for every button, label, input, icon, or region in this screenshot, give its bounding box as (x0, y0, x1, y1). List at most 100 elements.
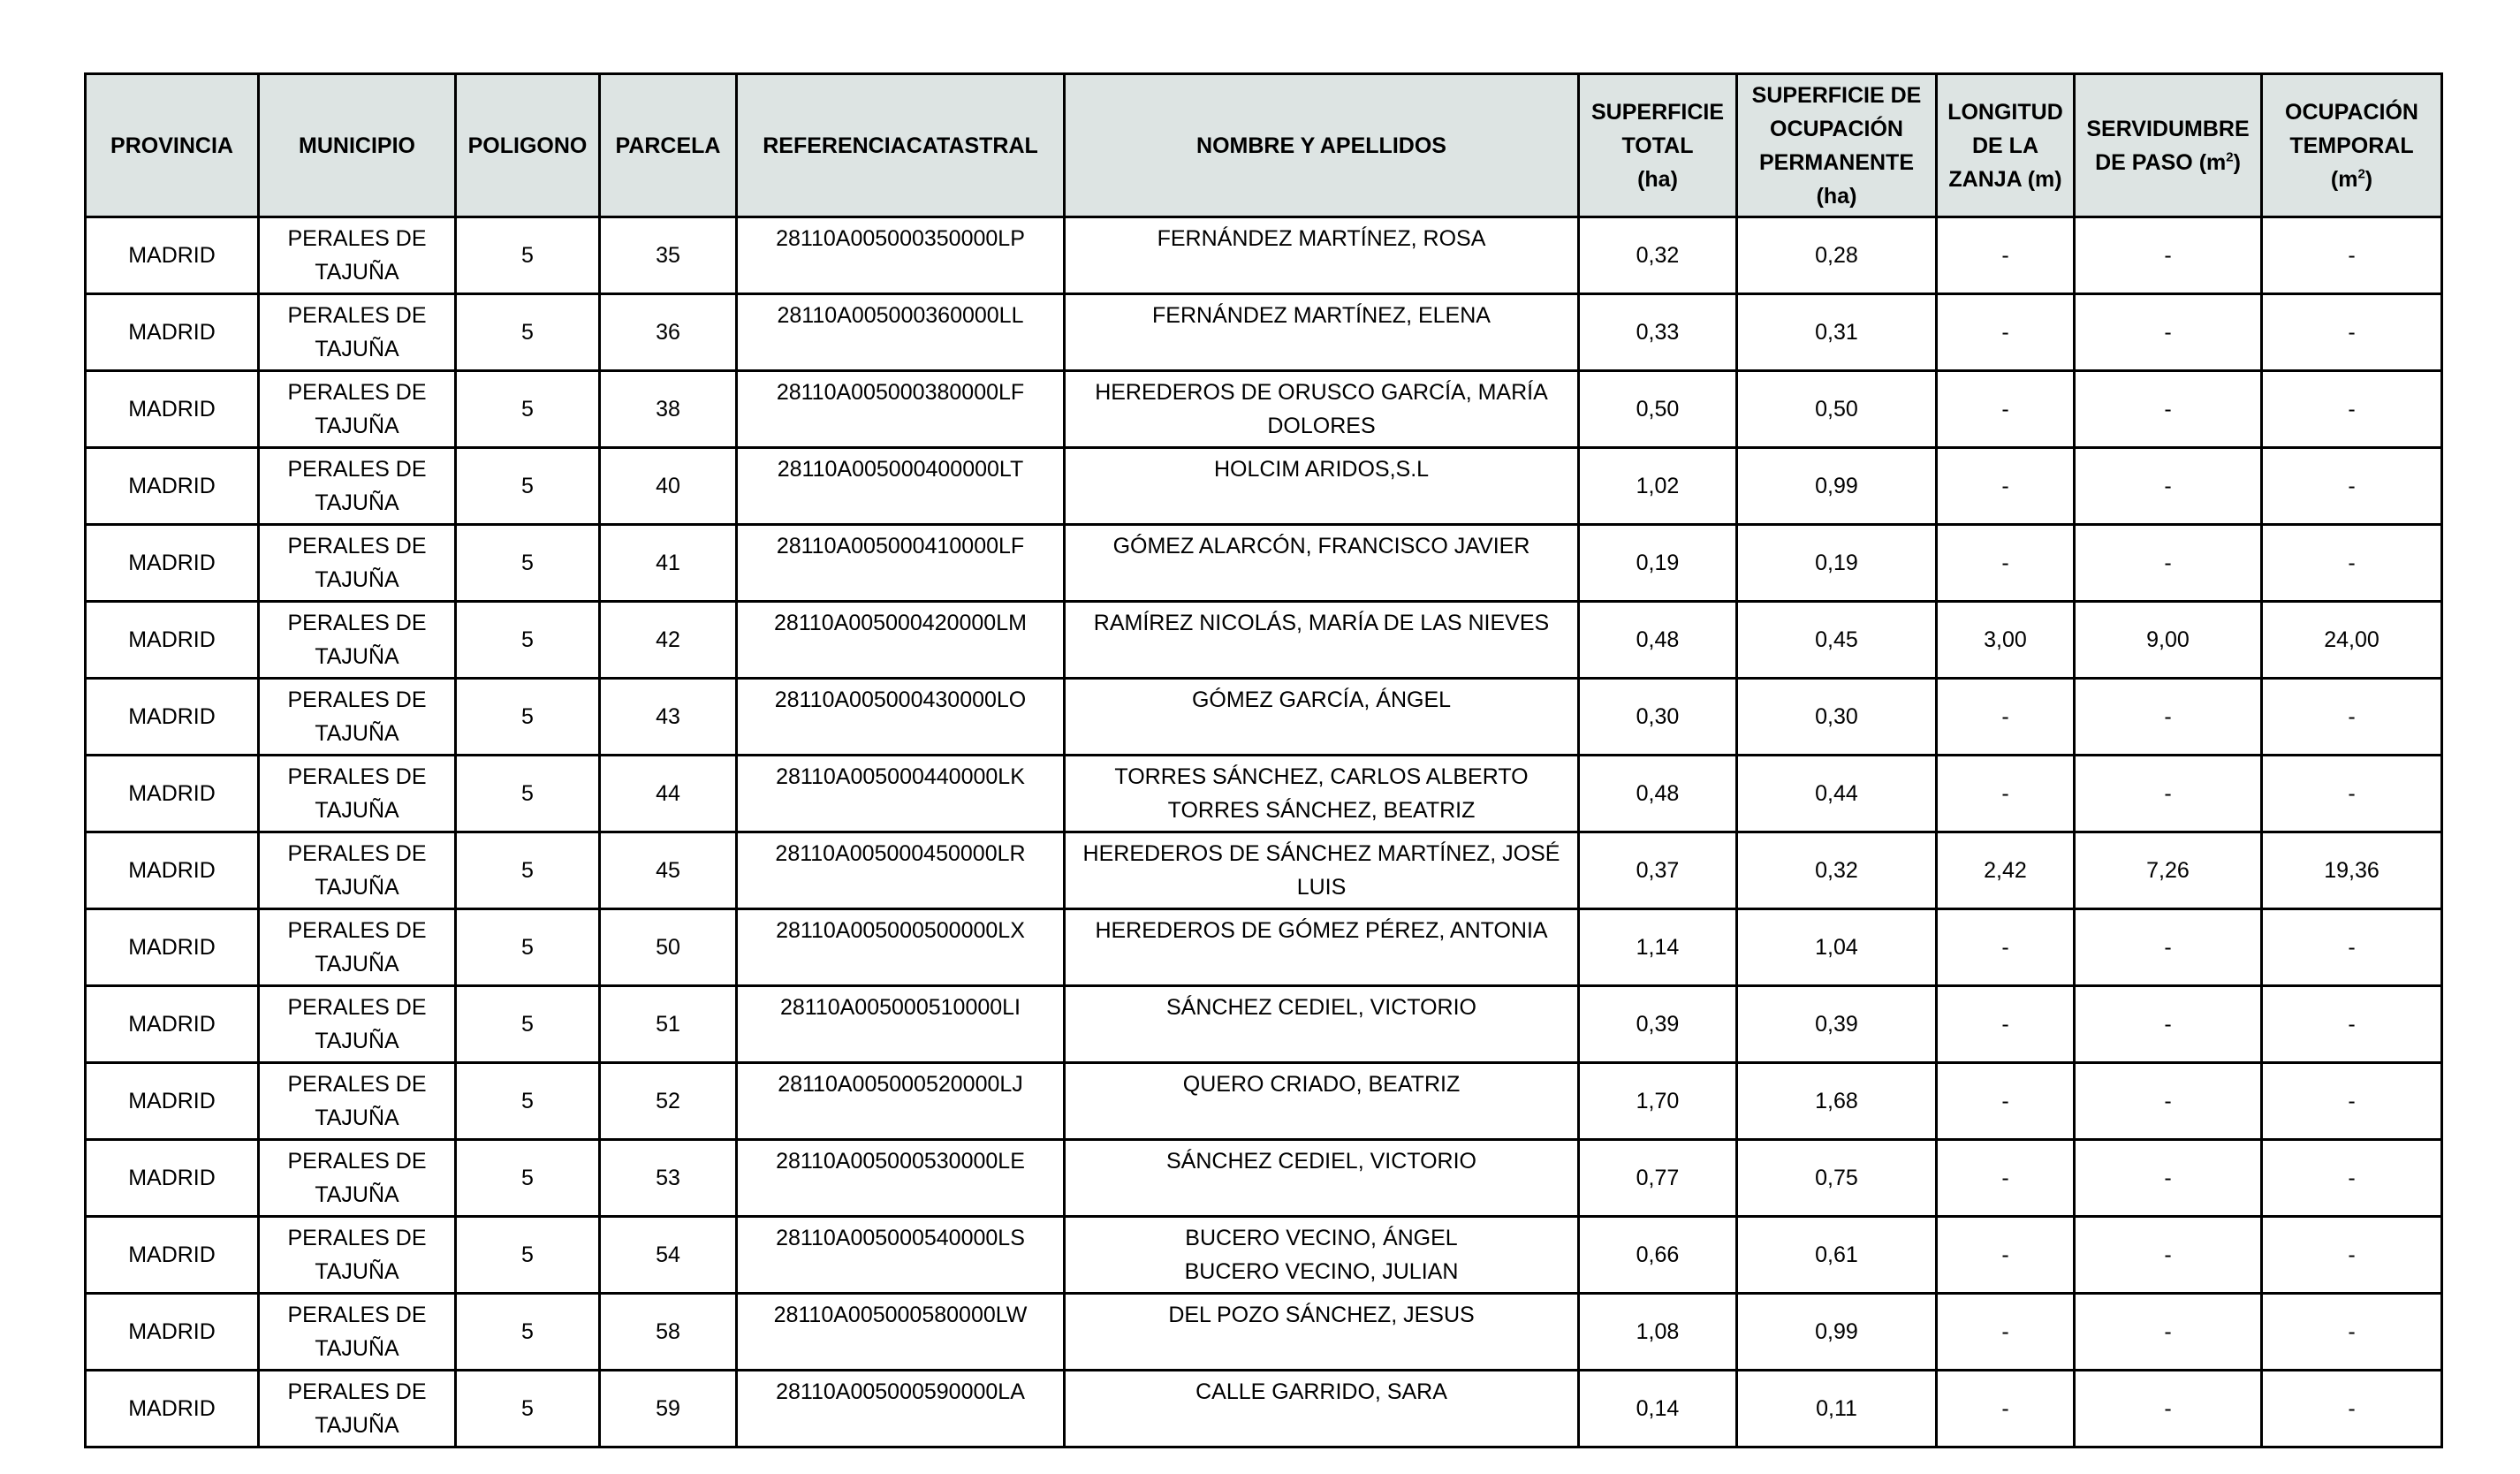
cell-referencia-catastral: 28110A005000590000LA (735, 1369, 1066, 1448)
table-row: MADRID PERALES DE TAJUÑA 5 41 28110A00500041… (84, 523, 2443, 603)
header-row: PROVINCIA MUNICIPIO POLIGONO PARCELA REFEREN… (84, 72, 2443, 218)
superscript: 2 (2226, 149, 2234, 165)
cell-servidumbre-paso: - (2073, 1369, 2263, 1448)
cell-poligono: 5 (454, 446, 601, 526)
cell-provincia: MADRID (84, 1138, 260, 1218)
header-referencia-catastral: REFERENCIACATASTRAL (735, 72, 1066, 218)
cell-parcela: 52 (598, 1061, 738, 1141)
cell-longitud-zanja: - (1935, 523, 2076, 603)
cell-parcela: 43 (598, 677, 738, 756)
table-row: MADRID PERALES DE TAJUÑA 5 52 28110A00500052… (84, 1061, 2443, 1141)
cell-longitud-zanja: - (1935, 984, 2076, 1064)
header-servidumbre-paso: SERVIDUMBRE DE PASO (m2) (2073, 72, 2263, 218)
cell-servidumbre-paso: 9,00 (2073, 600, 2263, 680)
cell-poligono: 5 (454, 369, 601, 449)
cell-servidumbre-paso: - (2073, 1061, 2263, 1141)
cell-servidumbre-paso: - (2073, 369, 2263, 449)
cell-referencia-catastral: 28110A005000530000LE (735, 1138, 1066, 1218)
cell-longitud-zanja: 2,42 (1935, 831, 2076, 910)
cell-provincia: MADRID (84, 369, 260, 449)
cell-superficie-ocupacion-permanente: 0,44 (1735, 754, 1938, 833)
cell-longitud-zanja: - (1935, 446, 2076, 526)
cell-nombre-apellidos: HEREDEROS DE ORUSCO GARCÍA, MARÍA DOLORE… (1063, 369, 1580, 449)
cell-superficie-ocupacion-permanente: 0,32 (1735, 831, 1938, 910)
cell-municipio: PERALES DE TAJUÑA (257, 1369, 457, 1448)
cell-superficie-total: 1,70 (1577, 1061, 1738, 1141)
cell-provincia: MADRID (84, 446, 260, 526)
cell-servidumbre-paso: - (2073, 754, 2263, 833)
header-superficie-ocupacion-permanente: SUPERFICIE DE OCUPACIÓN PERMANENTE (ha) (1735, 72, 1938, 218)
cell-longitud-zanja: 3,00 (1935, 600, 2076, 680)
table-row: MADRID PERALES DE TAJUÑA 5 45 28110A00500045… (84, 831, 2443, 910)
cell-ocupacion-temporal: - (2260, 293, 2443, 372)
cell-ocupacion-temporal: - (2260, 523, 2443, 603)
cell-ocupacion-temporal: - (2260, 1061, 2443, 1141)
cell-superficie-ocupacion-permanente: 0,31 (1735, 293, 1938, 372)
cell-longitud-zanja: - (1935, 369, 2076, 449)
cell-municipio: PERALES DE TAJUÑA (257, 831, 457, 910)
cell-poligono: 5 (454, 831, 601, 910)
cell-municipio: PERALES DE TAJUÑA (257, 908, 457, 987)
cell-ocupacion-temporal: - (2260, 369, 2443, 449)
cell-nombre-apellidos: FERNÁNDEZ MARTÍNEZ, ELENA (1063, 293, 1580, 372)
cell-parcela: 54 (598, 1215, 738, 1295)
cell-superficie-ocupacion-permanente: 1,68 (1735, 1061, 1938, 1141)
cell-servidumbre-paso: - (2073, 446, 2263, 526)
cell-superficie-total: 0,39 (1577, 984, 1738, 1064)
cell-municipio: PERALES DE TAJUÑA (257, 216, 457, 295)
cell-poligono: 5 (454, 1369, 601, 1448)
table-row: MADRID PERALES DE TAJUÑA 5 59 28110A00500059… (84, 1369, 2443, 1448)
table-row: MADRID PERALES DE TAJUÑA 5 38 28110A00500038… (84, 369, 2443, 449)
cell-poligono: 5 (454, 600, 601, 680)
cell-nombre-apellidos: DEL POZO SÁNCHEZ, JESUS (1063, 1292, 1580, 1371)
cell-ocupacion-temporal: - (2260, 1292, 2443, 1371)
cell-superficie-ocupacion-permanente: 1,04 (1735, 908, 1938, 987)
cell-provincia: MADRID (84, 1369, 260, 1448)
cell-municipio: PERALES DE TAJUÑA (257, 1215, 457, 1295)
cell-superficie-ocupacion-permanente: 0,11 (1735, 1369, 1938, 1448)
header-label: REFERENCIACATASTRAL (763, 133, 1038, 158)
cell-superficie-ocupacion-permanente: 0,39 (1735, 984, 1938, 1064)
cell-ocupacion-temporal: 19,36 (2260, 831, 2443, 910)
cell-poligono: 5 (454, 677, 601, 756)
cell-superficie-total: 1,08 (1577, 1292, 1738, 1371)
cell-ocupacion-temporal: - (2260, 446, 2443, 526)
header-label: SUPERFICIE DE OCUPACIÓN PERMANENTE (ha) (1751, 82, 1922, 209)
cell-servidumbre-paso: - (2073, 1215, 2263, 1295)
cell-referencia-catastral: 28110A005000350000LP (735, 216, 1066, 295)
cell-nombre-apellidos: HEREDEROS DE SÁNCHEZ MARTÍNEZ, JOSÉ LUIS (1063, 831, 1580, 910)
cell-municipio: PERALES DE TAJUÑA (257, 1061, 457, 1141)
cell-referencia-catastral: 28110A005000440000LK (735, 754, 1066, 833)
cell-referencia-catastral: 28110A005000360000LL (735, 293, 1066, 372)
cell-servidumbre-paso: - (2073, 1292, 2263, 1371)
header-label: SERVIDUMBRE DE PASO (m (2086, 116, 2250, 175)
table-row: MADRID PERALES DE TAJUÑA 5 40 28110A00500040… (84, 446, 2443, 526)
cell-municipio: PERALES DE TAJUÑA (257, 984, 457, 1064)
cell-nombre-apellidos: HOLCIM ARIDOS,S.L (1063, 446, 1580, 526)
cell-superficie-ocupacion-permanente: 0,99 (1735, 446, 1938, 526)
header-municipio: MUNICIPIO (257, 72, 457, 218)
cell-nombre-apellidos: BUCERO VECINO, ÁNGEL BUCERO VECINO, JULI… (1063, 1215, 1580, 1295)
cell-superficie-total: 0,48 (1577, 600, 1738, 680)
cell-longitud-zanja: - (1935, 1292, 2076, 1371)
cell-referencia-catastral: 28110A005000500000LX (735, 908, 1066, 987)
cell-poligono: 5 (454, 754, 601, 833)
cell-provincia: MADRID (84, 984, 260, 1064)
cell-servidumbre-paso: - (2073, 908, 2263, 987)
cell-superficie-ocupacion-permanente: 0,45 (1735, 600, 1938, 680)
cell-parcela: 58 (598, 1292, 738, 1371)
cell-municipio: PERALES DE TAJUÑA (257, 369, 457, 449)
cell-parcela: 45 (598, 831, 738, 910)
cell-superficie-ocupacion-permanente: 0,19 (1735, 523, 1938, 603)
cell-nombre-apellidos: HEREDEROS DE GÓMEZ PÉREZ, ANTONIA (1063, 908, 1580, 987)
cell-servidumbre-paso: - (2073, 523, 2263, 603)
table-row: MADRID PERALES DE TAJUÑA 5 44 28110A00500044… (84, 754, 2443, 833)
cell-parcela: 51 (598, 984, 738, 1064)
cell-nombre-apellidos: QUERO CRIADO, BEATRIZ (1063, 1061, 1580, 1141)
cell-provincia: MADRID (84, 831, 260, 910)
cell-superficie-ocupacion-permanente: 0,30 (1735, 677, 1938, 756)
table-row: MADRID PERALES DE TAJUÑA 5 58 28110A00500058… (84, 1292, 2443, 1371)
table-row: MADRID PERALES DE TAJUÑA 5 53 28110A00500053… (84, 1138, 2443, 1218)
cell-ocupacion-temporal: - (2260, 1369, 2443, 1448)
cell-parcela: 40 (598, 446, 738, 526)
